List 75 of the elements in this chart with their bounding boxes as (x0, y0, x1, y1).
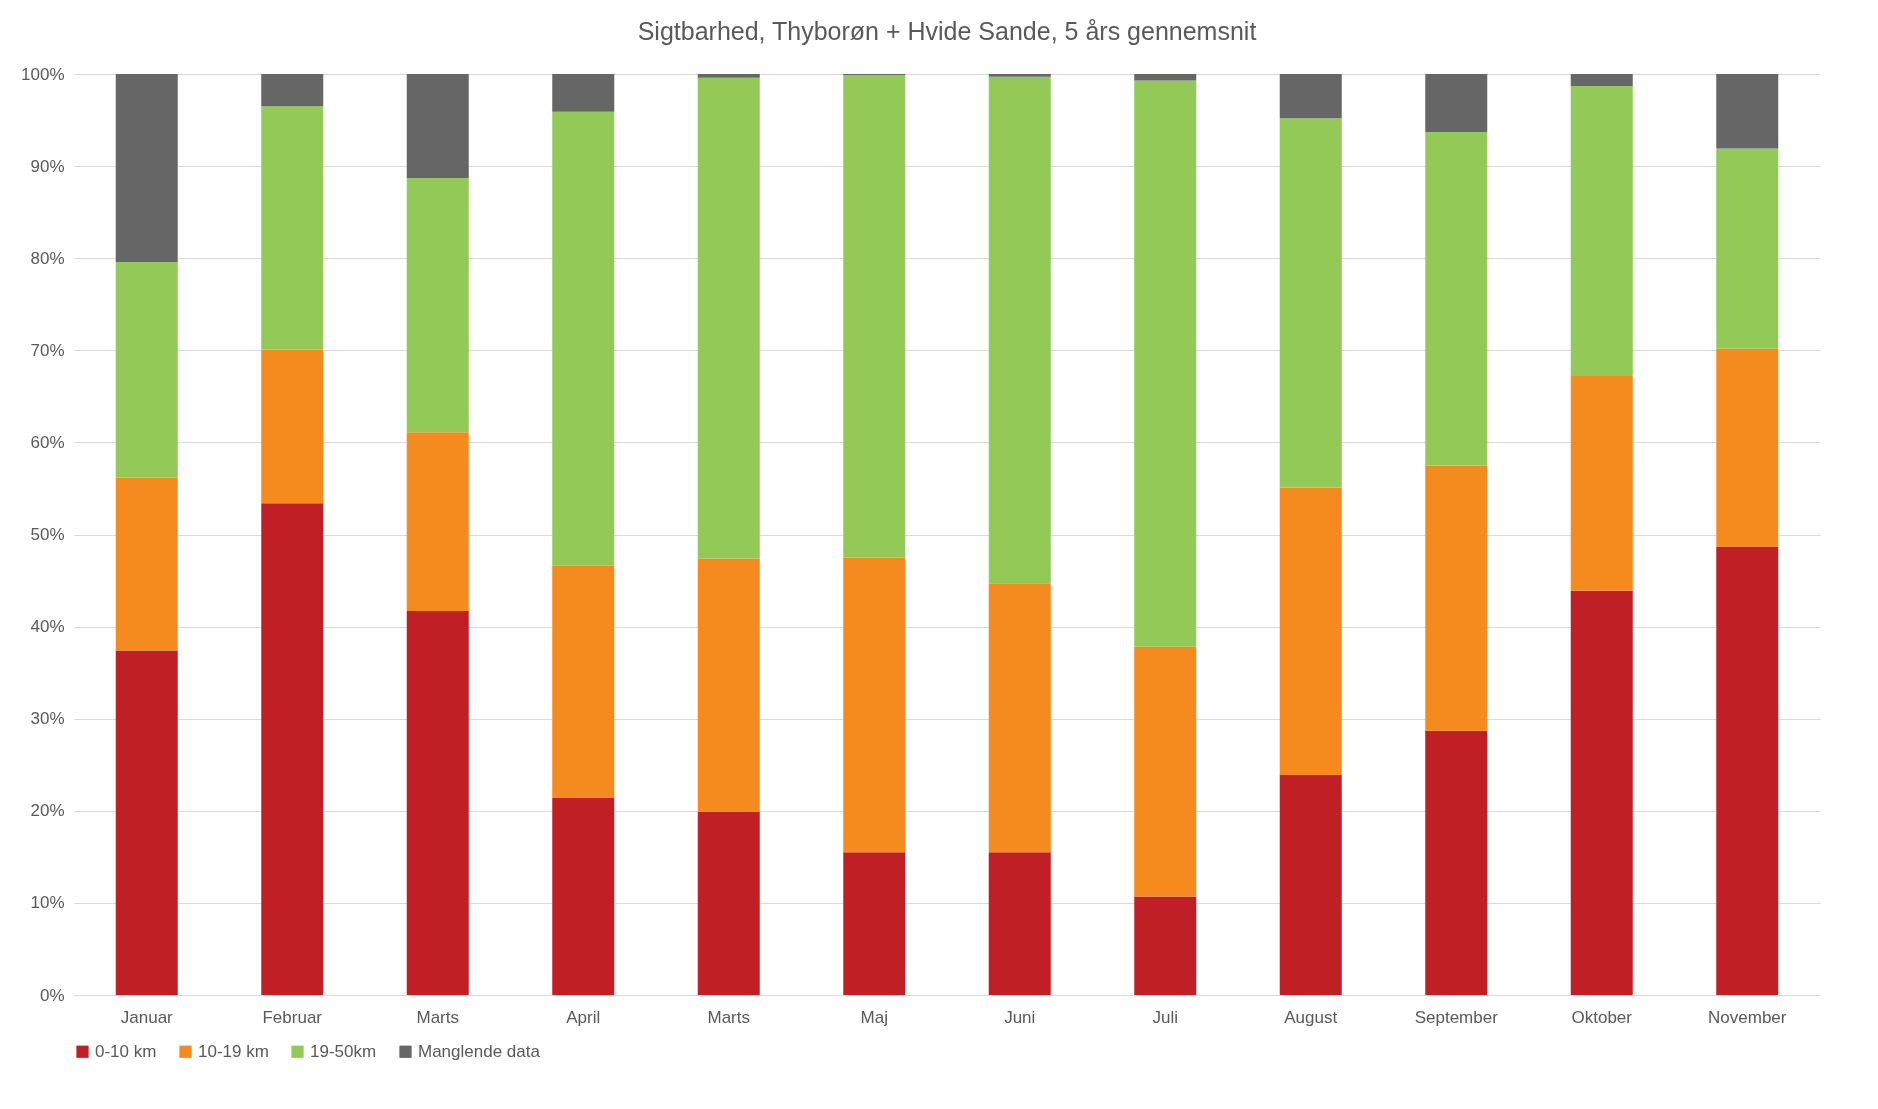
bar (1134, 646, 1197, 897)
bar (697, 811, 760, 995)
y-tick-label: 80% (30, 248, 65, 268)
bar (1425, 74, 1488, 133)
x-tick-label: Maj (860, 1007, 888, 1027)
bar (1279, 774, 1342, 995)
bar (697, 558, 760, 812)
legend-label: 0-10 km (95, 1041, 157, 1061)
bar (406, 432, 469, 611)
bar (988, 583, 1051, 853)
bar (843, 557, 906, 853)
bar (1570, 85, 1633, 377)
y-tick-label: 30% (30, 709, 65, 729)
x-tick-label: Marts (707, 1007, 750, 1027)
x-tick-label: Juli (1152, 1007, 1179, 1027)
chart-title: Sigtbarhed, Thyborøn + Hvide Sande, 5 års gennemsnit (637, 17, 1257, 45)
bar (1716, 546, 1779, 995)
bar (988, 852, 1051, 995)
bar (1134, 74, 1197, 81)
y-tick-label: 100% (21, 64, 65, 84)
bar (1425, 465, 1488, 731)
bar (115, 477, 178, 651)
bar (552, 797, 615, 995)
bar (1425, 132, 1488, 466)
bar (115, 261, 178, 478)
y-tick-label: 50% (30, 525, 65, 544)
bar (843, 852, 906, 995)
legend-label: 19-50km (310, 1041, 377, 1061)
bar (261, 106, 324, 350)
bar (697, 77, 760, 559)
bar (1279, 487, 1342, 775)
y-tick-label: 0% (39, 985, 65, 1005)
bar (1134, 896, 1197, 995)
bar (1716, 148, 1779, 349)
y-tick-label: 90% (30, 156, 65, 176)
x-tick-label: August (1284, 1007, 1338, 1027)
bar (552, 565, 615, 798)
x-tick-label: Marts (416, 1007, 459, 1027)
legend-label: Manglende data (418, 1041, 541, 1061)
bar (1279, 118, 1342, 488)
bar (1570, 376, 1633, 591)
x-tick-label: Oktober (1571, 1007, 1633, 1027)
bar (1570, 590, 1633, 995)
bar (115, 74, 178, 262)
bar (1716, 348, 1779, 547)
bar (552, 111, 615, 566)
bar (261, 74, 324, 107)
bar (1279, 74, 1342, 119)
x-tick-label: Februar (262, 1007, 323, 1027)
x-tick-label: Januar (120, 1007, 174, 1027)
y-tick-label: 20% (30, 801, 65, 821)
bar (1425, 730, 1488, 995)
bar (843, 74, 906, 558)
y-tick-label: 10% (30, 893, 65, 913)
bar (697, 74, 760, 78)
x-tick-label: September (1414, 1007, 1499, 1027)
bar (1716, 74, 1779, 149)
x-tick-label: Juni (1004, 1007, 1036, 1027)
bar (552, 74, 615, 112)
bar (988, 74, 1051, 77)
bar (1134, 80, 1197, 647)
y-tick-label: 40% (30, 617, 65, 637)
y-tick-label: 60% (30, 432, 65, 452)
legend-label: 10-19 km (198, 1041, 269, 1061)
bar (988, 76, 1051, 584)
x-tick-label: November (1708, 1007, 1787, 1027)
bar (406, 74, 469, 179)
bar (115, 650, 178, 995)
y-tick-label: 70% (30, 340, 65, 360)
bar (1570, 74, 1633, 86)
bar (406, 178, 469, 433)
bar (406, 610, 469, 995)
x-tick-label: April (566, 1007, 601, 1027)
bar (261, 503, 324, 995)
bar (261, 349, 324, 504)
